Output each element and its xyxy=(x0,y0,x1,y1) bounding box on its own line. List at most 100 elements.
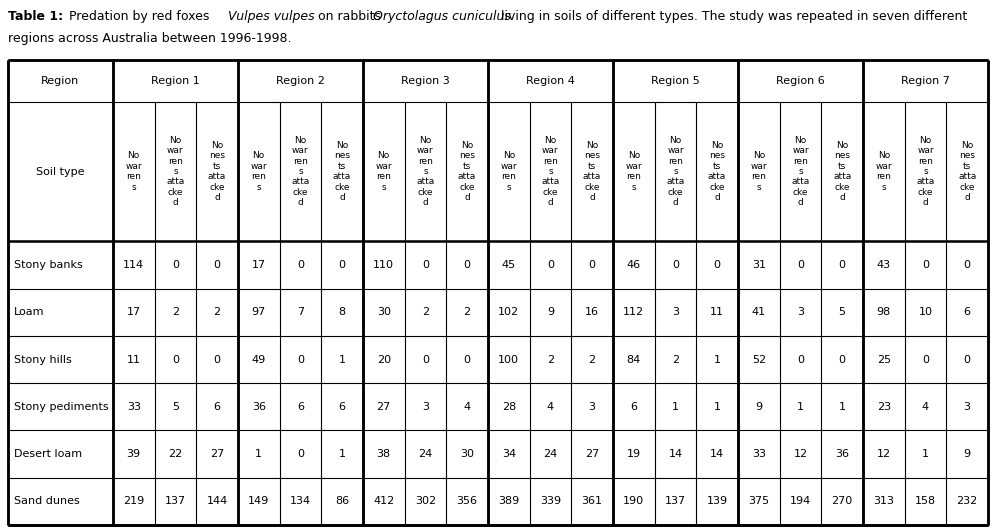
Text: 0: 0 xyxy=(672,260,679,270)
Text: Region 6: Region 6 xyxy=(776,76,825,86)
Text: 30: 30 xyxy=(460,449,474,459)
Text: 33: 33 xyxy=(126,402,140,412)
Text: 9: 9 xyxy=(963,449,971,459)
Text: 27: 27 xyxy=(210,449,224,459)
Text: 24: 24 xyxy=(418,449,432,459)
Text: No
war
ren
s: No war ren s xyxy=(500,152,517,192)
Text: No
nes
ts
atta
cke
d: No nes ts atta cke d xyxy=(708,141,726,202)
Text: 10: 10 xyxy=(918,307,932,317)
Text: Oryctolagus cuniculus: Oryctolagus cuniculus xyxy=(373,10,511,23)
Text: 43: 43 xyxy=(876,260,890,270)
Text: 3: 3 xyxy=(964,402,971,412)
Text: No
war
ren
s
atta
cke
d: No war ren s atta cke d xyxy=(166,136,184,207)
Text: 2: 2 xyxy=(213,307,220,317)
Text: 22: 22 xyxy=(168,449,182,459)
Text: No
nes
ts
atta
cke
d: No nes ts atta cke d xyxy=(958,141,976,202)
Text: 0: 0 xyxy=(547,260,554,270)
Text: 23: 23 xyxy=(876,402,890,412)
Text: 270: 270 xyxy=(832,497,853,506)
Text: 0: 0 xyxy=(922,260,929,270)
Text: 17: 17 xyxy=(252,260,266,270)
Text: 36: 36 xyxy=(252,402,266,412)
Text: 49: 49 xyxy=(252,355,266,365)
Text: Sand dunes: Sand dunes xyxy=(14,497,80,506)
Text: 11: 11 xyxy=(126,355,140,365)
Text: 30: 30 xyxy=(376,307,390,317)
Text: 0: 0 xyxy=(422,260,429,270)
Text: living in soils of different types. The study was repeated in seven different: living in soils of different types. The … xyxy=(497,10,967,23)
Text: 0: 0 xyxy=(839,260,846,270)
Text: 36: 36 xyxy=(835,449,850,459)
Text: 2: 2 xyxy=(547,355,554,365)
Text: No
war
ren
s: No war ren s xyxy=(375,152,392,192)
Text: 0: 0 xyxy=(297,449,304,459)
Text: No
war
ren
s
atta
cke
d: No war ren s atta cke d xyxy=(916,136,934,207)
Text: 12: 12 xyxy=(876,449,890,459)
Text: 4: 4 xyxy=(547,402,554,412)
Text: 134: 134 xyxy=(290,497,311,506)
Text: 17: 17 xyxy=(126,307,140,317)
Text: 6: 6 xyxy=(630,402,637,412)
Text: Region 2: Region 2 xyxy=(276,76,325,86)
Text: 6: 6 xyxy=(213,402,220,412)
Text: Region: Region xyxy=(41,76,80,86)
Text: 3: 3 xyxy=(672,307,679,317)
Text: 158: 158 xyxy=(915,497,936,506)
Text: 28: 28 xyxy=(502,402,516,412)
Text: 137: 137 xyxy=(665,497,686,506)
Text: 0: 0 xyxy=(922,355,929,365)
Text: 25: 25 xyxy=(876,355,890,365)
Text: 114: 114 xyxy=(124,260,144,270)
Text: 5: 5 xyxy=(839,307,846,317)
Text: 52: 52 xyxy=(752,355,766,365)
Text: 0: 0 xyxy=(422,355,429,365)
Text: No
nes
ts
atta
cke
d: No nes ts atta cke d xyxy=(458,141,476,202)
Text: No
war
ren
s: No war ren s xyxy=(875,152,892,192)
Text: 98: 98 xyxy=(876,307,891,317)
Text: 194: 194 xyxy=(790,497,811,506)
Text: 39: 39 xyxy=(126,449,140,459)
Text: No
war
ren
s
atta
cke
d: No war ren s atta cke d xyxy=(291,136,310,207)
Text: 3: 3 xyxy=(422,402,429,412)
Text: Region 5: Region 5 xyxy=(651,76,700,86)
Text: 27: 27 xyxy=(585,449,600,459)
Text: Table 1:: Table 1: xyxy=(8,10,63,23)
Text: 41: 41 xyxy=(752,307,766,317)
Text: No
war
ren
s
atta
cke
d: No war ren s atta cke d xyxy=(666,136,684,207)
Text: No
war
ren
s: No war ren s xyxy=(625,152,642,192)
Text: Stony hills: Stony hills xyxy=(14,355,72,365)
Text: No
war
ren
s
atta
cke
d: No war ren s atta cke d xyxy=(792,136,810,207)
Text: 1: 1 xyxy=(797,402,804,412)
Text: 361: 361 xyxy=(582,497,603,506)
Text: Region 1: Region 1 xyxy=(151,76,200,86)
Text: 86: 86 xyxy=(335,497,350,506)
Text: 1: 1 xyxy=(255,449,262,459)
Text: 1: 1 xyxy=(672,402,679,412)
Text: 45: 45 xyxy=(502,260,516,270)
Text: 4: 4 xyxy=(463,402,471,412)
Text: 100: 100 xyxy=(498,355,519,365)
Text: 2: 2 xyxy=(463,307,471,317)
Text: Soil type: Soil type xyxy=(36,166,85,176)
Text: No
war
ren
s
atta
cke
d: No war ren s atta cke d xyxy=(541,136,560,207)
Text: 110: 110 xyxy=(374,260,394,270)
Text: 19: 19 xyxy=(626,449,640,459)
Text: 0: 0 xyxy=(172,355,179,365)
Text: 38: 38 xyxy=(376,449,390,459)
Text: 1: 1 xyxy=(839,402,846,412)
Text: 34: 34 xyxy=(502,449,516,459)
Text: 16: 16 xyxy=(585,307,600,317)
Text: 144: 144 xyxy=(206,497,228,506)
Text: No
nes
ts
atta
cke
d: No nes ts atta cke d xyxy=(583,141,602,202)
Text: 375: 375 xyxy=(748,497,769,506)
Text: 0: 0 xyxy=(172,260,179,270)
Text: No
nes
ts
atta
cke
d: No nes ts atta cke d xyxy=(333,141,352,202)
Text: 14: 14 xyxy=(710,449,724,459)
Text: 190: 190 xyxy=(623,497,644,506)
Text: 339: 339 xyxy=(540,497,561,506)
Text: Desert loam: Desert loam xyxy=(14,449,82,459)
Text: 0: 0 xyxy=(797,355,804,365)
Text: Region 7: Region 7 xyxy=(901,76,950,86)
Text: 3: 3 xyxy=(797,307,804,317)
Text: 0: 0 xyxy=(339,260,346,270)
